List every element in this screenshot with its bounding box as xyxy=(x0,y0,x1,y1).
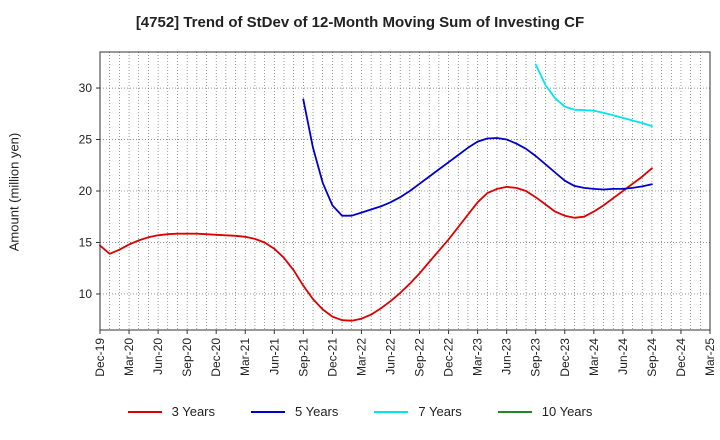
x-tick-label: Sep-20 xyxy=(180,338,194,377)
x-tick-label: Jun-24 xyxy=(616,338,630,375)
x-tick-label: Dec-19 xyxy=(93,338,107,377)
plot-background xyxy=(100,52,710,330)
chart-title: [4752] Trend of StDev of 12-Month Moving… xyxy=(135,14,585,31)
x-tick-label: Jun-21 xyxy=(267,338,281,375)
legend-label: 5 Years xyxy=(295,404,339,419)
x-tick-label: Mar-25 xyxy=(703,338,717,376)
x-tick-label: Mar-21 xyxy=(238,338,252,376)
y-tick-label: 10 xyxy=(79,287,93,301)
x-tick-label: Mar-23 xyxy=(471,338,485,376)
x-tick-label: Mar-22 xyxy=(354,338,368,376)
plot-frame xyxy=(99,51,711,331)
series-line-7-years xyxy=(534,63,653,127)
x-tick-label: Sep-22 xyxy=(413,338,427,377)
x-tick-label: Jun-23 xyxy=(500,338,514,375)
y-tick-label: 25 xyxy=(79,133,93,147)
legend: 3 Years 5 Years 7 Years 10 Years xyxy=(0,404,720,419)
x-tick-label: Mar-20 xyxy=(122,338,136,376)
legend-item: 5 Years xyxy=(251,404,338,419)
y-tick-label: 30 xyxy=(79,81,93,95)
x-tick-label: Dec-23 xyxy=(558,338,572,377)
x-tick-label: Sep-21 xyxy=(296,338,310,377)
legend-label: 3 Years xyxy=(171,404,215,419)
series-line-5-years xyxy=(302,98,653,217)
legend-item: 10 Years xyxy=(497,404,593,419)
y-tick-label: 15 xyxy=(79,235,93,249)
legend-swatch xyxy=(374,410,409,413)
x-tick-label: Dec-21 xyxy=(325,338,339,377)
x-tick-label: Sep-23 xyxy=(529,338,543,377)
legend-item: 3 Years xyxy=(127,404,215,419)
x-tick-label: Sep-24 xyxy=(645,338,659,377)
legend-item: 7 Years xyxy=(374,404,462,419)
series-line-3-years xyxy=(99,167,653,322)
x-tick-label: Mar-24 xyxy=(587,338,601,376)
legend-label: 10 Years xyxy=(541,404,593,419)
legend-swatch xyxy=(497,410,532,413)
x-tick-label: Dec-20 xyxy=(209,338,223,377)
x-tick-label: Dec-24 xyxy=(674,338,688,377)
legend-swatch xyxy=(127,410,162,413)
legend-swatch xyxy=(251,410,285,413)
x-tick-label: Jun-20 xyxy=(151,338,165,375)
x-tick-label: Dec-22 xyxy=(442,338,456,377)
legend-label: 7 Years xyxy=(418,404,462,419)
y-tick-label: 20 xyxy=(79,184,93,198)
x-tick-label: Jun-22 xyxy=(383,338,397,375)
